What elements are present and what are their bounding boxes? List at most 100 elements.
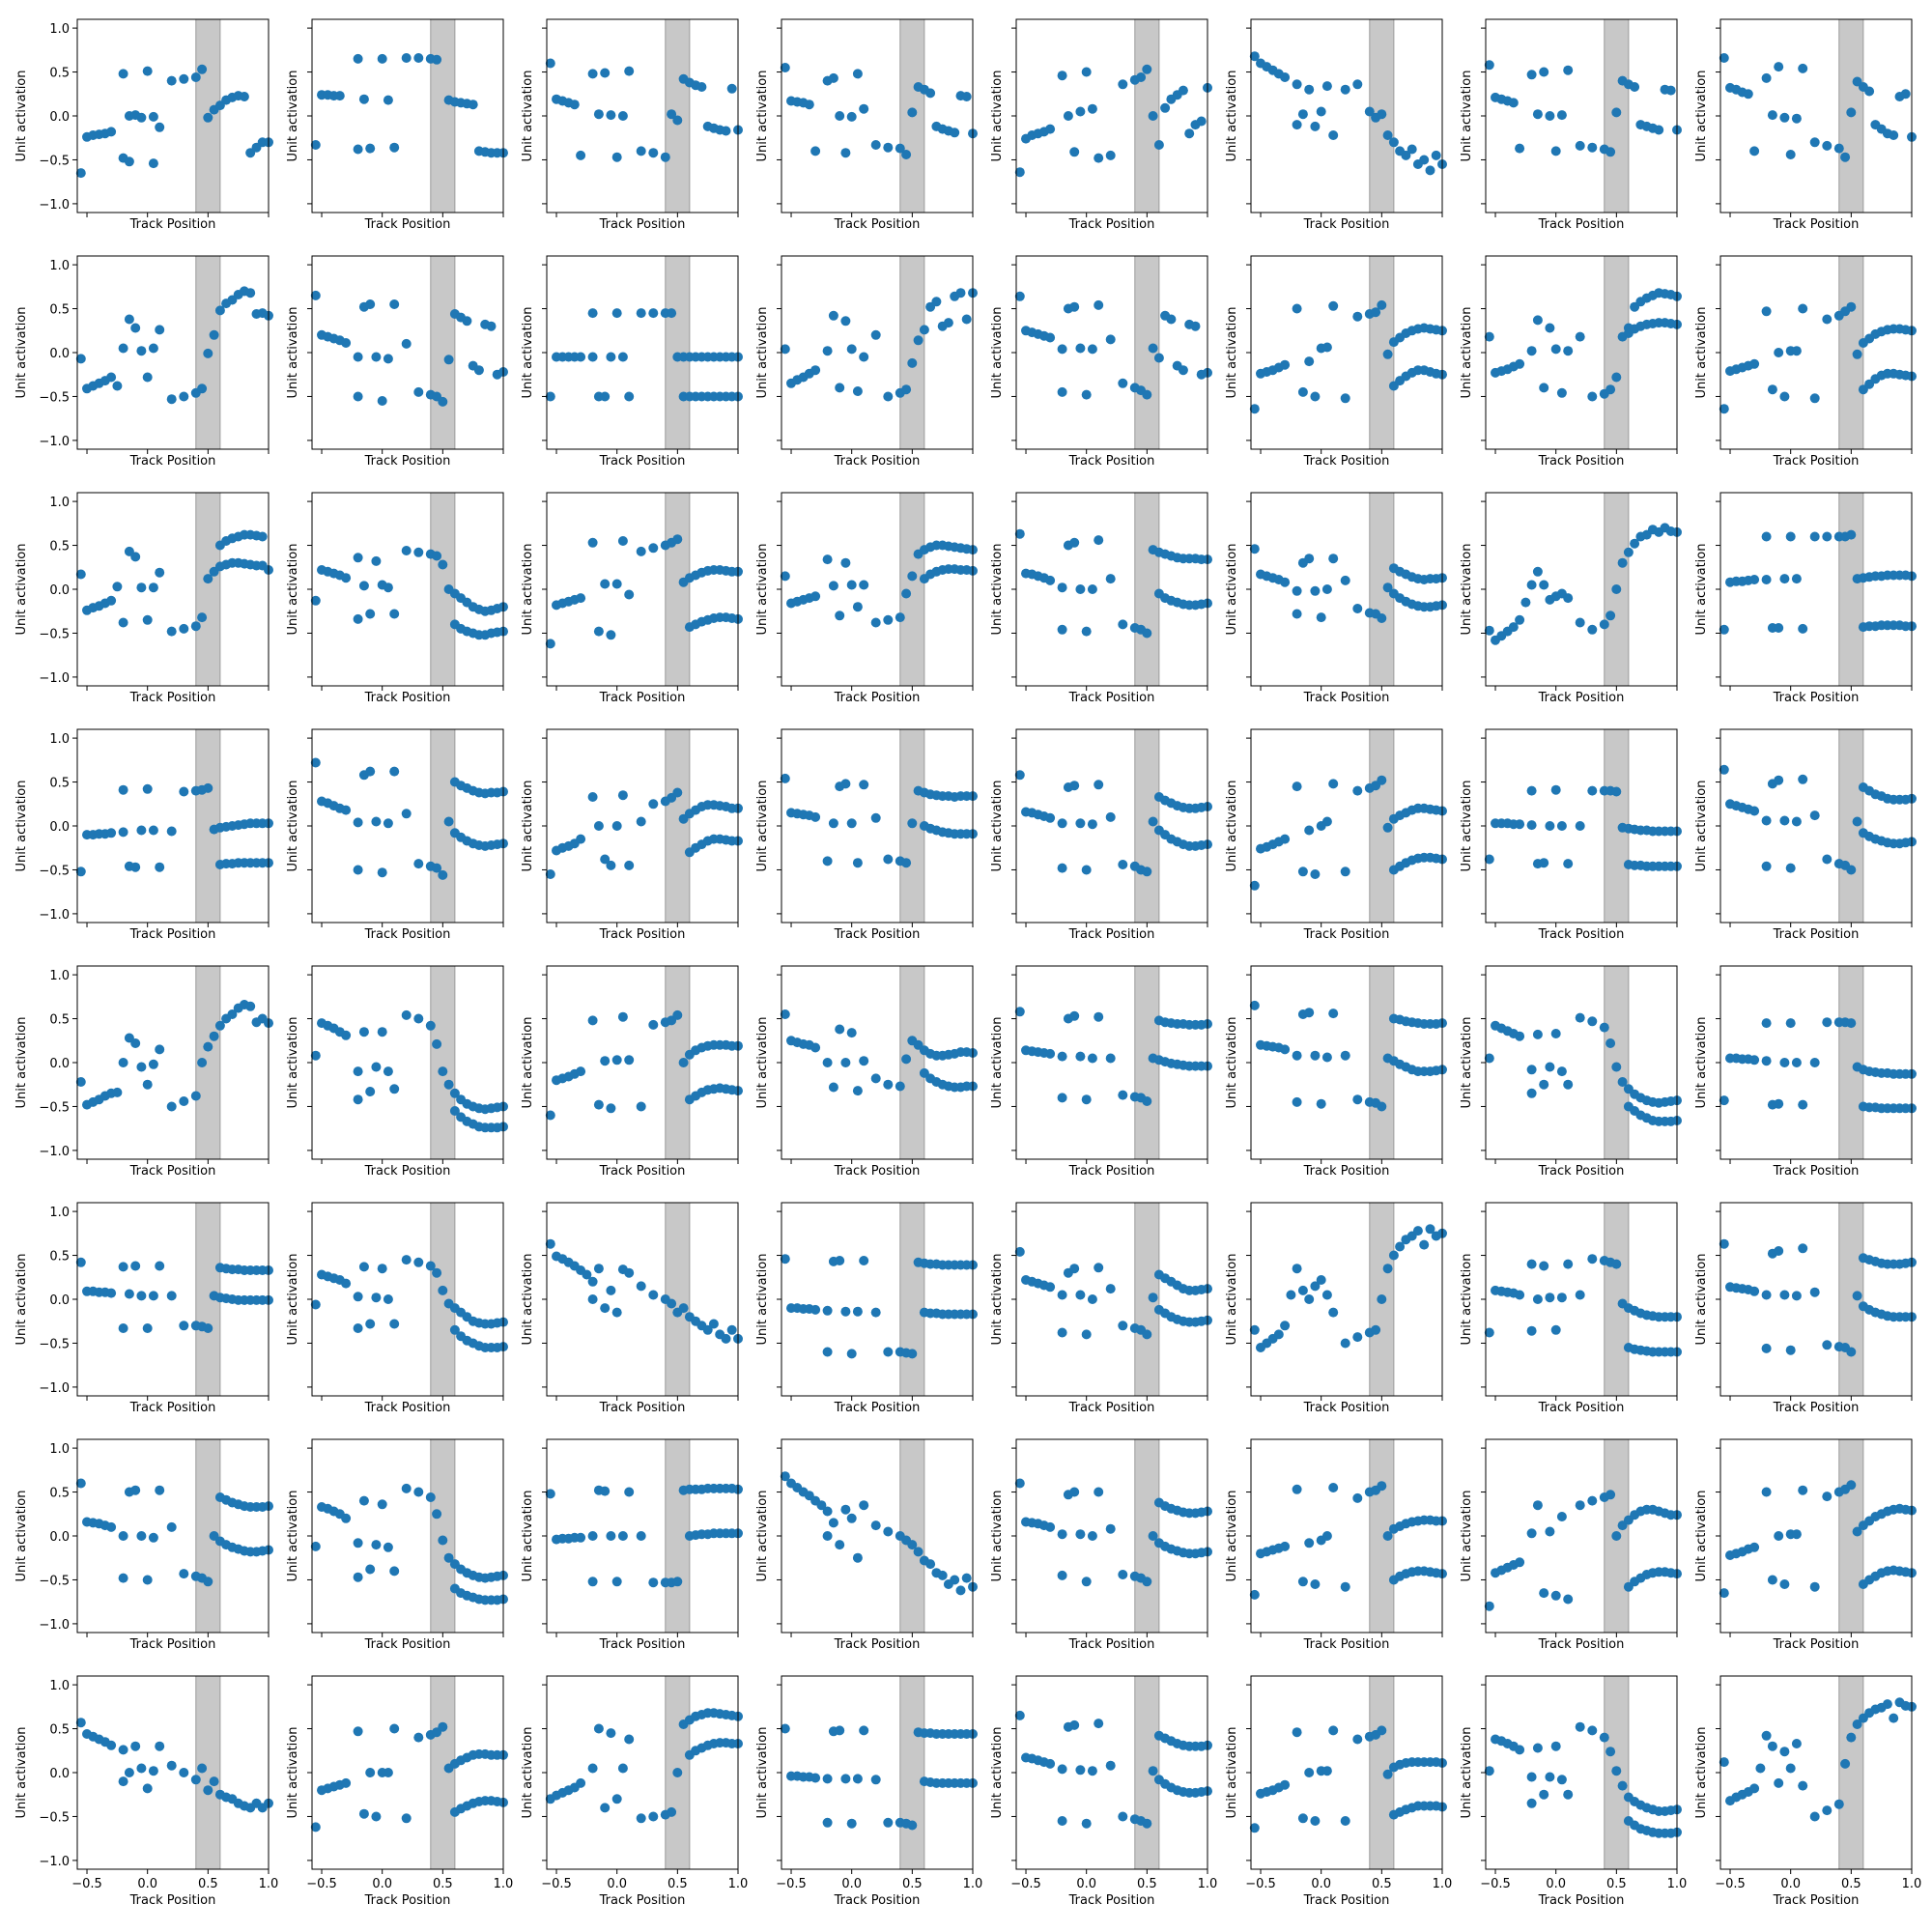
x-axis-label: Track Position — [364, 454, 451, 469]
data-point — [1352, 1734, 1363, 1745]
data-point — [1406, 144, 1417, 155]
data-point — [1761, 1730, 1772, 1741]
data-point — [1767, 1575, 1777, 1585]
x-axis-label: Track Position — [1538, 927, 1625, 942]
x-axis-label: Track Position — [1068, 1893, 1155, 1908]
data-point — [1069, 537, 1080, 548]
data-point — [389, 766, 400, 777]
data-point — [124, 1289, 134, 1299]
panel-r8c8: −0.5 0.0 0.5 1.0 Track Position Unit activati… — [1694, 1675, 1921, 1908]
data-point — [852, 1086, 863, 1096]
data-point — [190, 621, 201, 632]
data-point — [1094, 780, 1104, 790]
data-point — [1785, 150, 1796, 159]
data-point — [624, 589, 635, 600]
data-point — [166, 1101, 177, 1112]
data-point — [155, 1741, 165, 1751]
data-point — [1575, 617, 1585, 628]
data-point — [130, 1485, 141, 1495]
data-point — [365, 766, 376, 777]
data-point — [1304, 1294, 1315, 1304]
panel-r4c6: Track Position Unit activation — [1225, 728, 1447, 942]
data-point — [1779, 815, 1790, 826]
data-point — [413, 1257, 424, 1267]
data-point — [1545, 111, 1555, 121]
data-point — [227, 1009, 238, 1019]
y-tick-label: 0.0 — [49, 583, 70, 598]
data-point — [443, 355, 454, 365]
data-point — [214, 1020, 225, 1031]
data-point — [1761, 1056, 1772, 1066]
data-point — [1575, 1290, 1585, 1300]
data-point — [576, 1777, 586, 1788]
data-point — [636, 146, 646, 156]
data-point — [1556, 387, 1567, 398]
data-point — [606, 1285, 616, 1295]
data-point — [1105, 574, 1116, 584]
data-point — [672, 1009, 683, 1020]
y-axis-label: Unit activation — [286, 1727, 300, 1819]
data-point — [1310, 869, 1321, 879]
data-point — [1484, 854, 1494, 865]
data-point — [1304, 1008, 1315, 1018]
panel-r6c7: Track Position Unit activation — [1460, 1202, 1682, 1415]
x-axis-label: Track Position — [1773, 691, 1860, 705]
data-point — [209, 1776, 219, 1787]
panel-r6c6: Track Position Unit activation — [1225, 1202, 1447, 1415]
x-axis-label: Track Position — [599, 927, 686, 942]
panel-r2c3: Track Position Unit activation — [521, 255, 743, 469]
panel-r7c5: Track Position Unit activation — [990, 1438, 1212, 1652]
data-point — [1539, 1261, 1549, 1271]
data-point — [937, 1570, 948, 1580]
data-point — [377, 867, 387, 878]
data-point — [118, 1776, 128, 1787]
data-point — [358, 1262, 369, 1272]
data-point — [462, 316, 472, 327]
x-axis-label: Track Position — [1303, 691, 1390, 705]
data-point — [1556, 1066, 1567, 1077]
data-point — [1105, 811, 1116, 822]
data-point — [1526, 1259, 1537, 1269]
data-point — [1550, 1029, 1561, 1038]
data-point — [341, 805, 352, 815]
data-point — [1075, 1765, 1086, 1776]
y-axis-label: Unit activation — [1694, 1254, 1709, 1346]
y-tick-label: −0.5 — [39, 390, 70, 405]
data-point — [203, 1041, 213, 1052]
data-point — [1484, 1053, 1494, 1064]
data-point — [1798, 63, 1808, 73]
data-point — [1822, 140, 1833, 151]
y-axis-label: Unit activation — [14, 1254, 29, 1346]
data-point — [1846, 301, 1857, 312]
data-point — [1304, 1538, 1315, 1548]
data-point — [401, 53, 412, 63]
data-point — [413, 547, 424, 557]
data-point — [118, 827, 128, 838]
data-point — [840, 779, 851, 789]
data-point — [1840, 152, 1851, 162]
data-point — [1249, 1823, 1260, 1833]
data-point — [438, 1066, 448, 1077]
data-point — [883, 854, 894, 865]
data-point — [1178, 365, 1188, 376]
data-point — [1057, 582, 1067, 593]
data-point — [1075, 584, 1086, 594]
data-point — [852, 858, 863, 868]
data-point — [667, 308, 677, 319]
data-point — [907, 571, 918, 582]
data-point — [389, 299, 400, 309]
data-point — [118, 1323, 128, 1333]
data-point — [438, 869, 448, 880]
data-point — [389, 609, 400, 619]
data-point — [365, 299, 376, 309]
data-point — [1550, 146, 1561, 156]
panel-r8c2: −0.5 0.0 0.5 1.0 Track Position Unit activati… — [286, 1675, 513, 1908]
x-axis-label: Track Position — [1068, 1637, 1155, 1652]
y-tick-label: 1.0 — [49, 259, 70, 273]
data-point — [1069, 781, 1080, 791]
data-point — [155, 1044, 165, 1055]
data-point — [1539, 67, 1549, 77]
data-point — [1057, 1764, 1067, 1775]
data-point — [1105, 1523, 1116, 1534]
